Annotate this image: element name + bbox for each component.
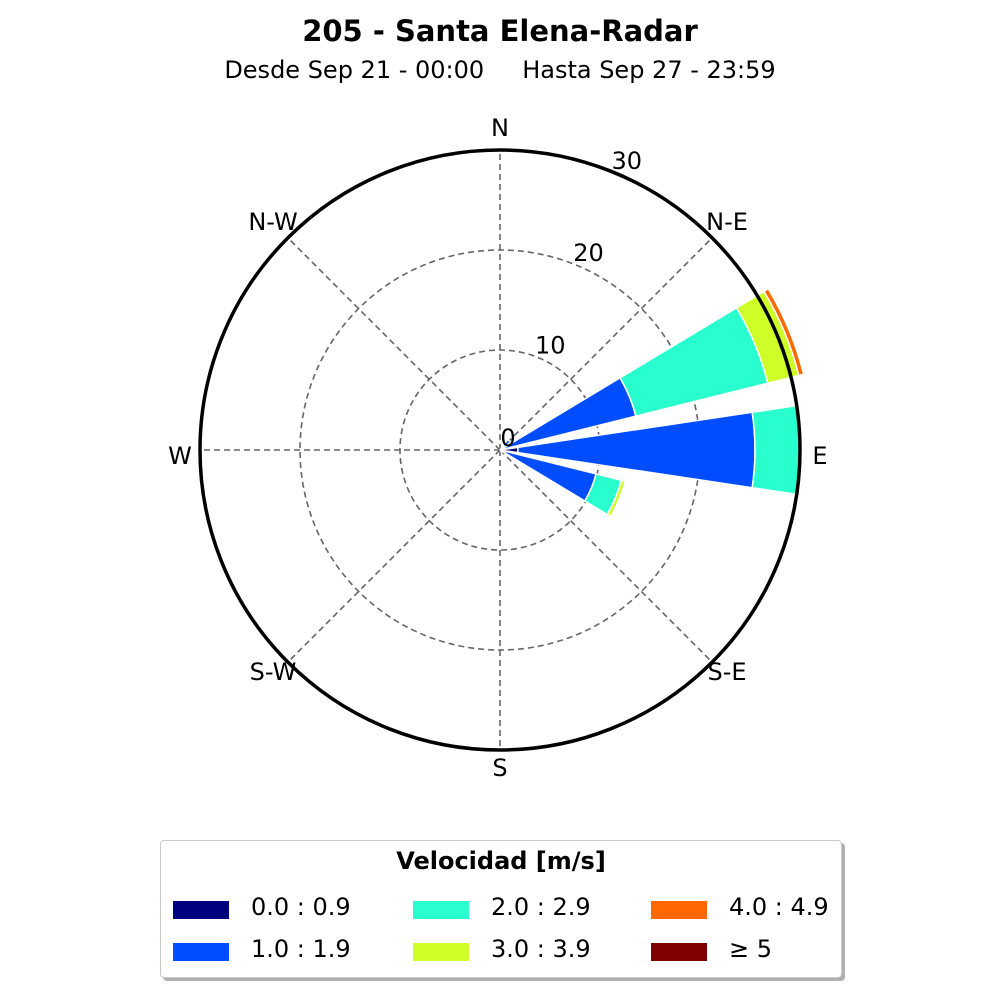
radial-tick-20: 20: [573, 239, 604, 267]
radial-tick-30: 30: [612, 147, 643, 175]
direction-label-s-w: S-W: [250, 658, 297, 686]
spoke-n-e: [499, 237, 713, 451]
direction-label-n-w: N-W: [248, 208, 297, 236]
bar-135-bin-0: [499, 449, 504, 454]
bar-67_5-bin-4: [762, 287, 805, 377]
labels-layer: N N-E E S-E S S-W W N-W 0 10 20 30: [168, 114, 827, 782]
legend-label-1: 1.0 : 1.9: [251, 935, 351, 963]
legend-label-0: 0.0 : 0.9: [251, 893, 351, 921]
legend-swatch-3: [413, 943, 469, 961]
direction-label-n: N: [491, 114, 509, 142]
radial-tick-0: 0: [500, 424, 515, 452]
spoke-n-w: [287, 237, 501, 451]
direction-label-w: W: [168, 442, 192, 470]
legend-label-5: ≥ 5: [729, 935, 773, 963]
direction-label-e: E: [812, 442, 827, 470]
legend-label-3: 3.0 : 3.9: [491, 935, 591, 963]
bar-45-bin-1: [501, 438, 512, 449]
radial-tick-10: 10: [535, 332, 566, 360]
legend-title: Velocidad [m/s]: [396, 847, 606, 875]
legend-label-2: 2.0 : 2.9: [491, 893, 591, 921]
bar-112_5-bin-3: [606, 479, 627, 518]
outer-ring: [198, 148, 802, 752]
chart-subtitle: Desde Sep 21 - 00:00 Hasta Sep 27 - 23:59: [0, 56, 1000, 84]
legend-swatch-0: [173, 901, 229, 919]
legend: Velocidad [m/s] 0.0 : 0.9 1.0 : 1.9 2.0 : …: [160, 840, 842, 978]
legend-swatch-1: [173, 943, 229, 961]
legend-swatch-2: [413, 901, 469, 919]
direction-label-s-e: S-E: [707, 658, 746, 686]
legend-swatch-4: [651, 901, 707, 919]
legend-swatch-5: [651, 943, 707, 961]
subtitle-from: Desde Sep 21 - 00:00: [224, 56, 485, 84]
spoke-s-e: [499, 449, 713, 663]
bars-layer: [499, 287, 805, 518]
subtitle-to: Hasta Sep 27 - 23:59: [522, 56, 776, 84]
bar-90-bin-2: [751, 404, 801, 496]
direction-label-n-e: N-E: [706, 208, 748, 236]
chart-title: 205 - Santa Elena-Radar: [302, 14, 698, 48]
legend-label-4: 4.0 : 4.9: [729, 893, 829, 921]
direction-label-s: S: [492, 754, 507, 782]
spoke-s-w: [287, 449, 501, 663]
